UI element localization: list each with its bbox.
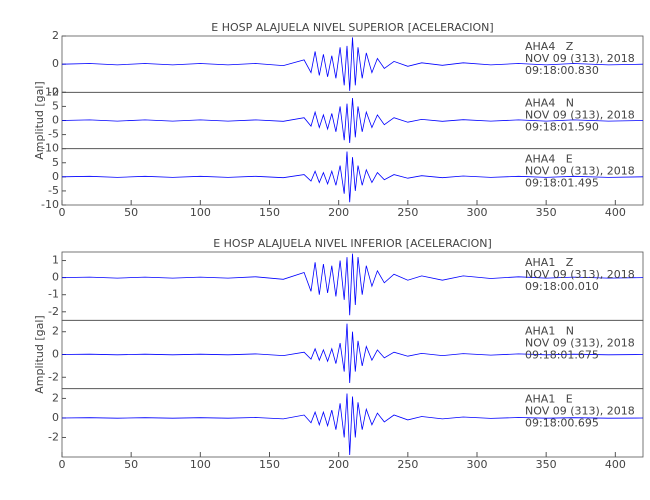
- waveform: [61, 393, 644, 456]
- waveform: [61, 97, 644, 144]
- y-axis-label: Amplitud [gal]: [33, 315, 46, 393]
- date-label: NOV 09 (313), 2018: [525, 405, 635, 418]
- x-tick-label: 50: [124, 206, 138, 219]
- x-tick-label: 200: [328, 206, 349, 219]
- x-tick-label: 100: [190, 458, 211, 471]
- y-tick-label: 0: [52, 348, 59, 361]
- station-label: AHA1 Z: [525, 256, 574, 269]
- x-tick-label: 0: [59, 458, 66, 471]
- time-label: 09:18:00.695: [525, 417, 599, 430]
- waveform: [61, 151, 644, 203]
- y-tick-label: -2: [48, 85, 59, 98]
- y-tick-label: 0: [52, 114, 59, 127]
- x-tick-label: 350: [536, 206, 557, 219]
- x-tick-label: 100: [190, 206, 211, 219]
- station-label: AHA4 N: [525, 96, 574, 109]
- waveform: [61, 253, 644, 316]
- y-tick-label: -1: [48, 288, 59, 301]
- x-tick-label: 250: [397, 458, 418, 471]
- y-tick-label: -2: [48, 305, 59, 318]
- x-tick-label: 250: [397, 206, 418, 219]
- y-tick-label: 0: [52, 170, 59, 183]
- y-tick-label: -5: [48, 184, 59, 197]
- y-tick-label: 10: [45, 85, 59, 98]
- y-tick-label: 5: [52, 156, 59, 169]
- date-label: NOV 09 (313), 2018: [525, 165, 635, 178]
- y-tick-label: 2: [52, 29, 59, 42]
- date-label: NOV 09 (313), 2018: [525, 52, 635, 65]
- y-tick-label: -5: [48, 128, 59, 141]
- waveform: [61, 37, 644, 91]
- y-tick-label: -10: [41, 198, 59, 211]
- x-tick-label: 150: [259, 206, 280, 219]
- x-tick-label: 300: [467, 458, 488, 471]
- chart-title: E HOSP ALAJUELA NIVEL INFERIOR [ACELERAC…: [213, 237, 492, 250]
- waveform: [61, 323, 644, 384]
- x-tick-label: 200: [328, 458, 349, 471]
- subplot-frame: [61, 388, 644, 458]
- y-tick-label: 0: [52, 271, 59, 284]
- y-tick-label: 0: [52, 411, 59, 424]
- time-label: 09:18:01.495: [525, 177, 599, 190]
- time-label: 09:18:00.830: [525, 64, 599, 77]
- time-label: 09:18:01.590: [525, 120, 599, 133]
- x-tick-label: 50: [124, 458, 138, 471]
- date-label: NOV 09 (313), 2018: [525, 108, 635, 121]
- station-label: AHA4 E: [525, 153, 573, 166]
- chart-title: E HOSP ALAJUELA NIVEL SUPERIOR [ACELERAC…: [211, 21, 493, 34]
- x-tick-label: 300: [467, 206, 488, 219]
- date-label: NOV 09 (313), 2018: [525, 268, 635, 281]
- y-tick-label: 2: [52, 325, 59, 338]
- y-tick-label: -2: [48, 370, 59, 383]
- time-label: 09:18:00.010: [525, 280, 599, 293]
- y-tick-label: 1: [52, 254, 59, 267]
- station-label: AHA1 E: [525, 393, 573, 406]
- station-label: AHA4 Z: [525, 40, 574, 53]
- y-tick-label: -10: [41, 142, 59, 155]
- y-tick-label: 5: [52, 99, 59, 112]
- x-tick-label: 400: [605, 206, 626, 219]
- y-axis-label: Amplitud [gal]: [33, 81, 46, 159]
- time-label: 09:18:01.675: [525, 348, 599, 361]
- y-tick-label: 2: [52, 391, 59, 404]
- x-tick-label: 0: [59, 206, 66, 219]
- y-tick-label: -2: [48, 430, 59, 443]
- y-tick-label: 0: [52, 57, 59, 70]
- x-tick-label: 350: [536, 458, 557, 471]
- x-tick-label: 400: [605, 458, 626, 471]
- date-label: NOV 09 (313), 2018: [525, 336, 635, 349]
- x-tick-label: 150: [259, 458, 280, 471]
- station-label: AHA1 N: [525, 324, 574, 337]
